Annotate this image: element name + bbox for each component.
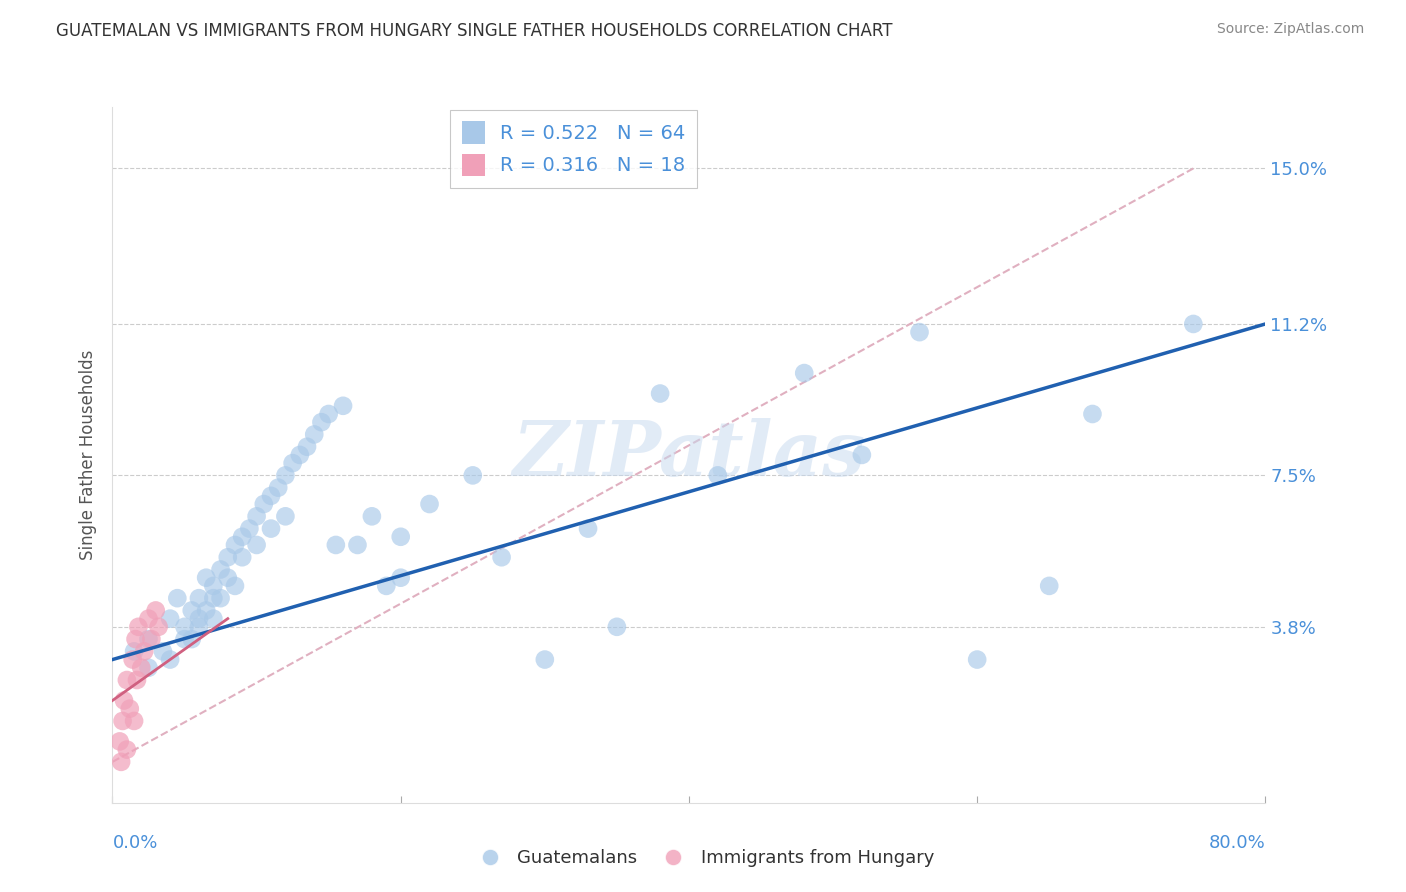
Point — [281, 456, 304, 470]
Point — [121, 652, 143, 666]
Point — [231, 550, 253, 565]
Point — [318, 407, 340, 421]
Point — [288, 448, 311, 462]
Text: Source: ZipAtlas.com: Source: ZipAtlas.com — [1216, 22, 1364, 37]
Point — [325, 538, 347, 552]
Point — [202, 591, 225, 606]
Point — [173, 632, 195, 646]
Point — [606, 620, 628, 634]
Text: 0.0%: 0.0% — [112, 834, 157, 852]
Point — [267, 481, 290, 495]
Legend: R = 0.522   N = 64, R = 0.316   N = 18: R = 0.522 N = 64, R = 0.316 N = 18 — [450, 110, 697, 188]
Point — [180, 632, 202, 646]
Point — [260, 489, 283, 503]
Point — [311, 415, 333, 429]
Point — [851, 448, 873, 462]
Point — [706, 468, 728, 483]
Point — [253, 497, 276, 511]
Point — [138, 661, 160, 675]
Point — [224, 538, 246, 552]
Legend: Guatemalans, Immigrants from Hungary: Guatemalans, Immigrants from Hungary — [465, 842, 941, 874]
Point — [195, 603, 218, 617]
Point — [217, 550, 239, 565]
Point — [332, 399, 354, 413]
Text: 80.0%: 80.0% — [1209, 834, 1265, 852]
Y-axis label: Single Father Households: Single Father Households — [79, 350, 97, 560]
Point — [1182, 317, 1205, 331]
Point — [209, 591, 232, 606]
Point — [202, 612, 225, 626]
Point — [115, 742, 138, 756]
Point — [576, 522, 599, 536]
Point — [389, 530, 412, 544]
Point — [274, 509, 297, 524]
Point — [166, 591, 188, 606]
Point — [122, 644, 145, 658]
Point — [304, 427, 326, 442]
Point — [110, 755, 132, 769]
Point — [238, 522, 260, 536]
Point — [159, 612, 181, 626]
Point — [245, 509, 267, 524]
Point — [134, 644, 156, 658]
Point — [188, 620, 211, 634]
Point — [360, 509, 382, 524]
Point — [966, 652, 988, 666]
Point — [125, 673, 148, 687]
Point — [138, 612, 160, 626]
Point — [375, 579, 398, 593]
Text: GUATEMALAN VS IMMIGRANTS FROM HUNGARY SINGLE FATHER HOUSEHOLDS CORRELATION CHART: GUATEMALAN VS IMMIGRANTS FROM HUNGARY SI… — [56, 22, 893, 40]
Point — [112, 693, 135, 707]
Point — [111, 714, 134, 728]
Point — [180, 603, 202, 617]
Point — [908, 325, 931, 339]
Point — [108, 734, 131, 748]
Point — [129, 661, 153, 675]
Point — [346, 538, 368, 552]
Point — [141, 632, 163, 646]
Point — [217, 571, 239, 585]
Point — [648, 386, 672, 401]
Point — [231, 530, 253, 544]
Point — [195, 571, 218, 585]
Point — [209, 562, 232, 576]
Point — [389, 571, 412, 585]
Point — [295, 440, 318, 454]
Point — [173, 620, 195, 634]
Point — [152, 644, 174, 658]
Point — [138, 632, 160, 646]
Point — [245, 538, 267, 552]
Point — [1081, 407, 1104, 421]
Point — [148, 620, 170, 634]
Point — [461, 468, 484, 483]
Point — [159, 652, 181, 666]
Text: ZIPatlas: ZIPatlas — [512, 418, 866, 491]
Point — [118, 701, 141, 715]
Point — [260, 522, 283, 536]
Point — [419, 497, 441, 511]
Point — [127, 620, 149, 634]
Point — [115, 673, 138, 687]
Point — [124, 632, 146, 646]
Point — [145, 603, 167, 617]
Point — [793, 366, 815, 380]
Point — [188, 591, 211, 606]
Point — [491, 550, 513, 565]
Point — [188, 612, 211, 626]
Point — [122, 714, 145, 728]
Point — [1038, 579, 1060, 593]
Point — [274, 468, 297, 483]
Point — [202, 579, 225, 593]
Point — [533, 652, 555, 666]
Point — [224, 579, 246, 593]
